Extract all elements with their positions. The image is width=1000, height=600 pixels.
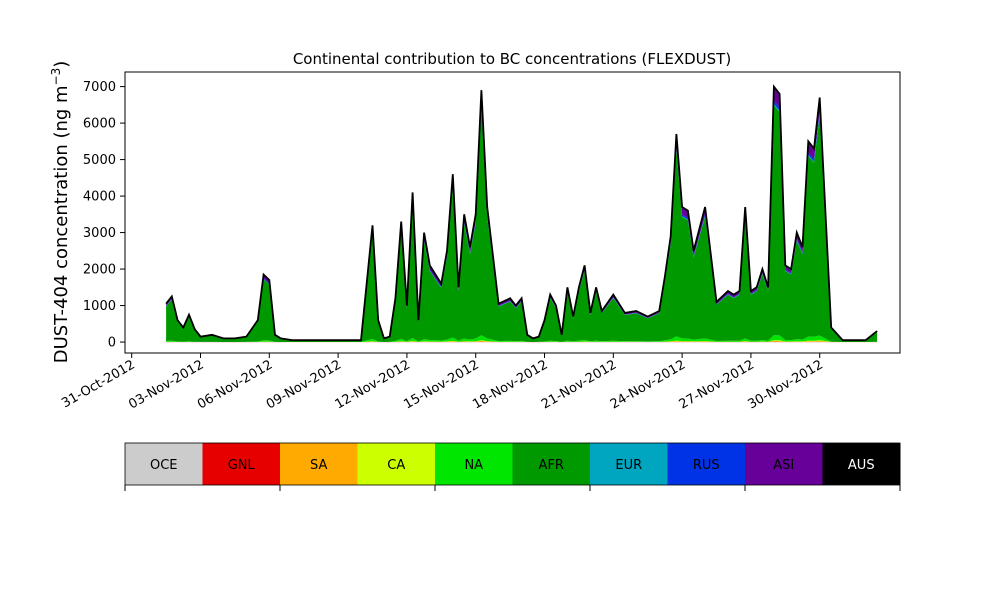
legend-label-oce: OCE [150, 458, 178, 473]
y-tick-label: 2000 [83, 263, 116, 278]
legend-swatch-sa [280, 443, 358, 485]
legend: OCE GNL SA CA NA AFR EUR RUS ASI AUS [124, 442, 901, 491]
legend-swatch-gnl [202, 443, 281, 485]
chart-title: Continental contribution to BC concentra… [293, 50, 731, 68]
legend-swatch-asi [745, 443, 823, 485]
y-tick-label: 3000 [83, 226, 116, 241]
legend-swatch-oce [125, 443, 203, 485]
y-tick-label: 7000 [83, 80, 116, 95]
x-tick-label: 30-Nov-2012 [745, 357, 825, 412]
x-tick-label: 12-Nov-2012 [333, 357, 413, 412]
y-axis-label: DUST-404 concentration (ng m−3) [49, 61, 72, 364]
x-tick-label: 18-Nov-2012 [470, 357, 550, 412]
stacked-areas [166, 86, 878, 343]
legend-swatch-rus [667, 443, 746, 485]
legend-label-sa: SA [310, 458, 327, 473]
x-tick-label: 24-Nov-2012 [608, 357, 688, 412]
legend-label-eur: EUR [615, 458, 642, 473]
x-tick-label: 21-Nov-2012 [539, 357, 619, 412]
legend-swatch-eur [590, 443, 668, 485]
legend-label-afr: AFR [539, 458, 564, 473]
legend-label-gnl: GNL [228, 458, 256, 473]
area-afr [166, 105, 878, 342]
x-axis: 31-Oct-201203-Nov-201206-Nov-201209-Nov-… [59, 353, 826, 412]
plot-frame [124, 71, 901, 354]
x-tick-label: 03-Nov-2012 [126, 357, 206, 412]
area-na [166, 335, 878, 342]
area-ca [166, 340, 878, 342]
legend-label-asi: ASI [773, 458, 794, 473]
legend-label-na: NA [464, 458, 483, 473]
x-tick-label: 09-Nov-2012 [264, 357, 344, 412]
x-tick-label: 31-Oct-2012 [59, 357, 137, 411]
y-tick-label: 4000 [83, 190, 116, 205]
x-tick-label: 06-Nov-2012 [195, 357, 275, 412]
x-tick-label: 27-Nov-2012 [677, 357, 757, 412]
y-tick-label: 0 [108, 336, 116, 351]
total-concentration-line [165, 84, 878, 342]
legend-label-aus: AUS [848, 458, 875, 473]
legend-swatch-ca [357, 443, 436, 485]
legend-swatch-afr [512, 443, 591, 485]
y-tick-label: 5000 [83, 153, 116, 168]
y-tick-label: 1000 [83, 299, 116, 314]
x-tick-label: 15-Nov-2012 [401, 357, 481, 412]
legend-label-ca: CA [387, 458, 405, 473]
legend-frame [124, 442, 901, 486]
area-sa [166, 341, 878, 343]
legend-swatch-aus [822, 443, 901, 485]
legend-label-rus: RUS [693, 458, 720, 473]
y-tick-label: 6000 [83, 117, 116, 132]
y-axis: 0 1000 2000 3000 4000 5000 6000 7000 [83, 80, 125, 351]
legend-swatch-na [435, 443, 513, 485]
